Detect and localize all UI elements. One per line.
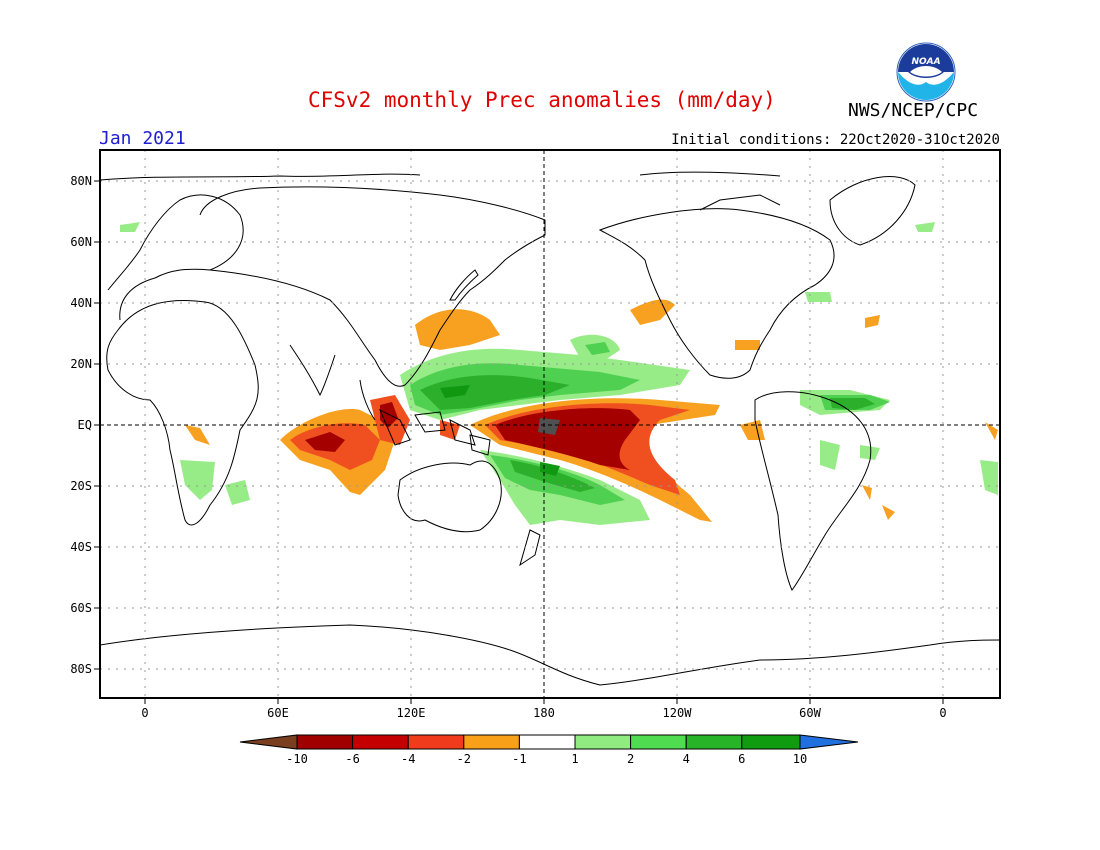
lat-label: 20N <box>70 357 92 371</box>
colorbar-bin <box>685 734 743 750</box>
lat-label: 20S <box>70 479 92 493</box>
agency-label: NWS/NCEP/CPC <box>848 100 979 121</box>
lon-label: 0 <box>939 706 946 720</box>
colorbar-label: 4 <box>683 752 690 766</box>
map-frame <box>99 149 1001 699</box>
colorbar-label: 10 <box>793 752 807 766</box>
lat-label: 60N <box>70 235 92 249</box>
lon-label: 180 <box>533 706 555 720</box>
colorbar-bin <box>518 734 576 750</box>
colorbar-arrow-left <box>239 734 298 750</box>
lat-label: 80S <box>70 662 92 676</box>
colorbar-label: -6 <box>345 752 359 766</box>
lat-label: 40N <box>70 296 92 310</box>
colorbar: -10 -6 -4 -2 -1 1 2 4 6 10 <box>239 734 859 766</box>
initial-conditions: Initial conditions: 22Oct2020-31Oct2020 <box>671 132 1000 148</box>
colorbar-label: 2 <box>627 752 634 766</box>
lon-label: 120E <box>397 706 426 720</box>
lat-label: 80N <box>70 174 92 188</box>
logo-text: NOAA <box>911 57 940 67</box>
very-wet-regions <box>420 375 875 492</box>
lon-label: 0 <box>141 706 148 720</box>
tick-marks <box>94 180 944 704</box>
colorbar-bin <box>463 734 520 750</box>
lat-label: 40S <box>70 540 92 554</box>
gridlines <box>100 150 1000 698</box>
coastlines <box>100 171 1000 686</box>
colorbar-bin <box>574 734 632 750</box>
colorbar-label: 6 <box>738 752 745 766</box>
colorbar-arrow-right <box>799 734 859 750</box>
longitude-labels: 0 60E 120E 180 120W 60W 0 <box>141 706 946 720</box>
latitude-labels: 80N 60N 40N 20N EQ 20S 40S 60S 80S <box>70 174 92 676</box>
colorbar-label: -2 <box>457 752 471 766</box>
colorbar-label: -4 <box>401 752 415 766</box>
colorbar-bin <box>630 734 687 750</box>
lon-label: 60E <box>267 706 289 720</box>
colorbar-bin <box>741 734 801 750</box>
forecast-month: Jan 2021 <box>99 128 186 149</box>
lat-label: 60S <box>70 601 92 615</box>
lon-label: 120W <box>663 706 693 720</box>
strongest-wet-regions <box>440 385 560 476</box>
colorbar-bin <box>407 734 465 750</box>
colorbar-label: 1 <box>571 752 578 766</box>
colorbar-bin <box>352 734 409 750</box>
noaa-logo-icon: NOAA <box>896 42 956 102</box>
lat-label: EQ <box>78 418 92 432</box>
colorbar-label: -10 <box>286 752 308 766</box>
colorbar-label: -1 <box>512 752 526 766</box>
chart-title: CFSv2 monthly Prec anomalies (mm/day) <box>308 88 776 112</box>
anomaly-shading <box>120 222 998 525</box>
colorbar-bin <box>296 734 354 750</box>
lon-label: 60W <box>799 706 821 720</box>
